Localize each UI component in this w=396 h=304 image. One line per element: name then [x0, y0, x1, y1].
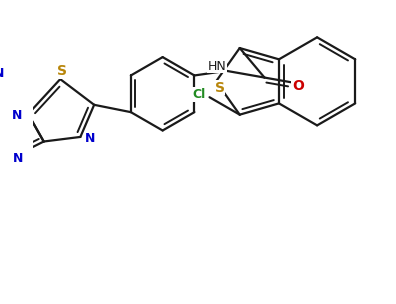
- Text: N: N: [13, 152, 23, 165]
- Text: N: N: [12, 109, 22, 122]
- Text: S: S: [57, 64, 67, 78]
- Text: N: N: [0, 67, 4, 80]
- Text: Cl: Cl: [192, 88, 205, 101]
- Text: HN: HN: [208, 60, 227, 73]
- Text: S: S: [215, 81, 225, 95]
- Text: N: N: [84, 132, 95, 145]
- Text: O: O: [292, 79, 304, 93]
